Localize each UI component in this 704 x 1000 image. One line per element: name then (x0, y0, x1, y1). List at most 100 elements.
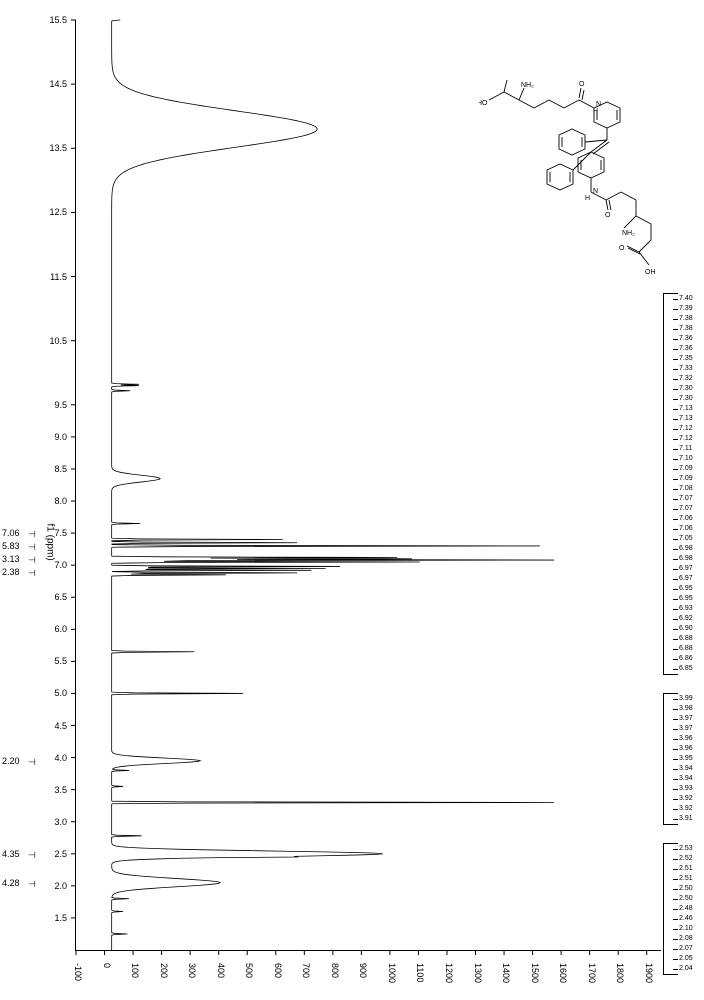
integration-bracket: ⊣ (28, 555, 36, 566)
x-tick-label: 3.5 (37, 785, 67, 795)
peak-list-value: 3.98 (679, 705, 693, 712)
y-tick-label: 1200 (444, 963, 454, 983)
x-tick-label: 14.5 (37, 79, 67, 89)
peak-list-value: 3.97 (679, 725, 693, 732)
y-tick-label: 1000 (387, 963, 397, 983)
peak-list-value: 7.13 (679, 405, 693, 412)
peak-list-value: 2.08 (679, 935, 693, 942)
peak-list-value: 7.13 (679, 415, 693, 422)
svg-text:O: O (619, 245, 625, 252)
peak-list-value: 7.06 (679, 515, 693, 522)
peak-list-value: 3.92 (679, 795, 693, 802)
peak-list-value: 6.93 (679, 605, 693, 612)
svg-text:N: N (596, 101, 601, 108)
peak-list-value: 6.98 (679, 545, 693, 552)
peak-list-value: 7.36 (679, 345, 693, 352)
y-tick-label: 700 (301, 963, 311, 978)
x-tick-label: 1.5 (37, 913, 67, 923)
integration-label: 2.20 (2, 756, 20, 766)
x-tick-label: 4.0 (37, 753, 67, 763)
peak-list-value: 3.94 (679, 775, 693, 782)
peak-list-value: 3.99 (679, 695, 693, 702)
y-tick-label: 1800 (615, 963, 625, 983)
x-tick-label: 9.5 (37, 400, 67, 410)
peak-list-value: 6.97 (679, 575, 693, 582)
peak-list-value: 7.38 (679, 325, 693, 332)
integration-label: 2.38 (2, 567, 20, 577)
peak-list-value: 3.96 (679, 745, 693, 752)
peak-list-value: 2.07 (679, 945, 693, 952)
peak-list-value: 7.09 (679, 465, 693, 472)
peak-list-value: 2.53 (679, 845, 693, 852)
peak-list-value: 7.30 (679, 385, 693, 392)
peak-list-value: 7.07 (679, 505, 693, 512)
peak-list-value: 3.97 (679, 715, 693, 722)
y-tick-label: 400 (216, 963, 226, 978)
peak-list-value: 3.92 (679, 805, 693, 812)
peak-list-value: 6.86 (679, 655, 693, 662)
peak-list-value: 7.32 (679, 375, 693, 382)
x-tick-label: 5.0 (37, 688, 67, 698)
peak-list-value: 2.05 (679, 955, 693, 962)
peak-list-value: 3.93 (679, 785, 693, 792)
y-tick-label: 500 (244, 963, 254, 978)
svg-text:O: O (579, 81, 585, 88)
x-tick-label: 8.0 (37, 496, 67, 506)
x-tick-label: 7.0 (37, 560, 67, 570)
peak-list-value: 6.85 (679, 665, 693, 672)
peak-list-value: 2.48 (679, 905, 693, 912)
peak-list-value: 6.95 (679, 595, 693, 602)
peak-list-value: 2.50 (679, 885, 693, 892)
peak-list-value: 2.04 (679, 965, 693, 972)
svg-text:H: H (593, 108, 598, 115)
peak-list-value: 2.50 (679, 895, 693, 902)
peak-list-value: 7.33 (679, 365, 693, 372)
svg-text:O: O (502, 80, 508, 81)
peak-list-value: 2.10 (679, 925, 693, 932)
peak-list-value: 7.07 (679, 495, 693, 502)
y-tick-label: 1600 (558, 963, 568, 983)
integration-bracket: ⊣ (28, 568, 36, 579)
peak-list-value: 7.10 (679, 455, 693, 462)
peak-list-value: 2.52 (679, 855, 693, 862)
svg-text:NH₂: NH₂ (521, 82, 534, 89)
y-tick-label: 800 (330, 963, 340, 978)
y-tick-label: 1500 (530, 963, 540, 983)
x-tick-label: 8.5 (37, 464, 67, 474)
y-tick-label: 200 (159, 963, 169, 978)
y-tick-label: -100 (73, 963, 83, 981)
peak-list-value: 7.09 (679, 475, 693, 482)
y-tick-label: 1700 (587, 963, 597, 983)
svg-text:O: O (605, 212, 611, 219)
peak-list-value: 7.12 (679, 435, 693, 442)
peak-list-value: 6.88 (679, 645, 693, 652)
peak-list-bracket (663, 293, 678, 675)
svg-text:N: N (593, 188, 598, 195)
peak-list-value: 7.05 (679, 535, 693, 542)
svg-text:H: H (585, 195, 590, 202)
peak-list-value: 3.95 (679, 755, 693, 762)
peak-list-value: 7.30 (679, 395, 693, 402)
x-tick-label: 9.0 (37, 432, 67, 442)
y-tick-label: 900 (358, 963, 368, 978)
peak-list-value: 6.95 (679, 585, 693, 592)
integration-label: 4.28 (2, 878, 20, 888)
x-tick-label: 2.5 (37, 849, 67, 859)
peak-list-value: 6.98 (679, 555, 693, 562)
integration-label: 3.13 (2, 554, 20, 564)
integration-bracket: ⊣ (28, 850, 36, 861)
x-tick-label: 6.0 (37, 624, 67, 634)
peak-list-value: 6.92 (679, 615, 693, 622)
x-tick-label: 13.5 (37, 143, 67, 153)
y-tick-label: 1400 (501, 963, 511, 983)
x-tick-label: 15.5 (37, 15, 67, 25)
peak-list-value: 7.06 (679, 525, 693, 532)
peak-list-value: 6.88 (679, 635, 693, 642)
peak-list-value: 2.51 (679, 865, 693, 872)
y-tick-label: 0 (102, 963, 112, 968)
x-axis-title: f1 (ppm) (45, 524, 56, 561)
x-tick-label: 12.5 (37, 207, 67, 217)
x-tick-label: 4.5 (37, 721, 67, 731)
peak-list-value: 6.97 (679, 565, 693, 572)
x-tick-label: 2.0 (37, 881, 67, 891)
